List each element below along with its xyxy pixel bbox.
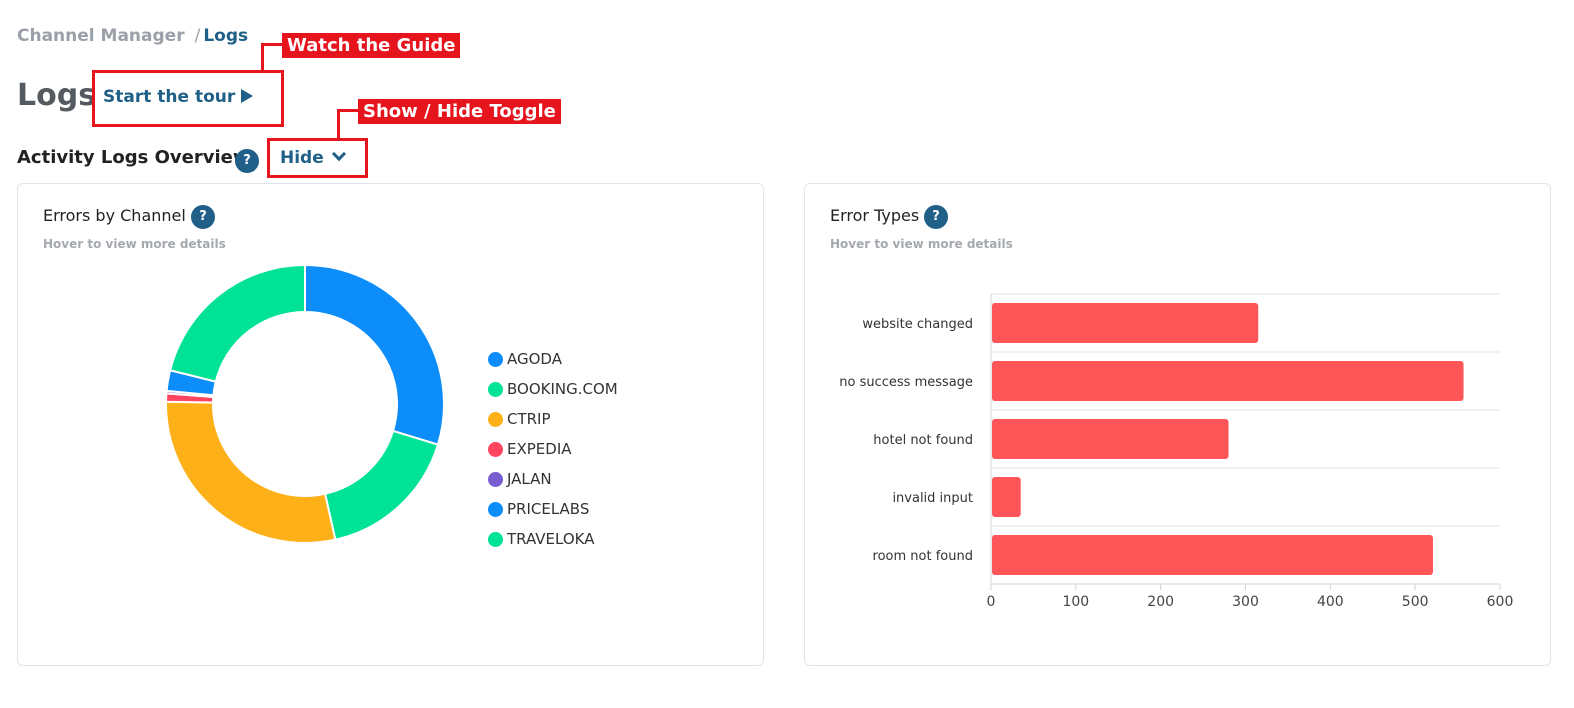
errors-by-channel-subtitle: Hover to view more details bbox=[43, 237, 226, 251]
donut-slice-agoda[interactable] bbox=[304, 263, 445, 446]
breadcrumb: Channel Manager / Logs bbox=[17, 26, 248, 46]
guide-callout-line bbox=[261, 43, 264, 71]
hide-toggle-label: Hide bbox=[280, 148, 324, 168]
errors-by-channel-donut[interactable] bbox=[158, 258, 458, 558]
legend-label: EXPEDIA bbox=[507, 440, 572, 458]
breadcrumb-separator: / bbox=[194, 26, 201, 46]
legend-label: JALAN bbox=[507, 470, 552, 488]
legend-marker bbox=[488, 351, 503, 367]
error-types-card: Error Types ? Hover to view more details… bbox=[804, 183, 1551, 666]
x-tick-label: 100 bbox=[1062, 594, 1089, 610]
play-icon bbox=[241, 89, 254, 103]
section-title: Activity Logs Overview bbox=[17, 147, 250, 168]
legend-marker bbox=[488, 411, 503, 427]
watch-guide-callout: Watch the Guide bbox=[282, 33, 461, 58]
legend-item-agoda[interactable]: AGODA bbox=[488, 344, 618, 374]
y-category-label: website changed bbox=[862, 317, 973, 332]
legend-marker bbox=[488, 531, 503, 547]
error-types-subtitle: Hover to view more details bbox=[830, 237, 1013, 251]
guide-highlight-box bbox=[92, 70, 284, 127]
toggle-highlight-box bbox=[267, 138, 368, 178]
legend-label: CTRIP bbox=[507, 410, 551, 428]
legend-item-pricelabs[interactable]: PRICELABS bbox=[488, 494, 618, 524]
hide-toggle-button[interactable]: Hide bbox=[280, 146, 346, 168]
legend-label: AGODA bbox=[507, 350, 562, 368]
donut-slice-ctrip[interactable] bbox=[165, 400, 337, 544]
chevron-down-icon bbox=[331, 146, 346, 162]
breadcrumb-channel-manager[interactable]: Channel Manager bbox=[17, 26, 185, 46]
error-types-help-icon[interactable]: ? bbox=[924, 205, 948, 229]
toggle-callout-line bbox=[337, 109, 340, 139]
donut-legend: AGODA BOOKING.COM CTRIP EXPEDIA JALAN PRICELA… bbox=[488, 344, 618, 554]
bar-hotel-not-found[interactable] bbox=[992, 419, 1229, 459]
guide-callout-line-h bbox=[261, 43, 283, 46]
error-types-title: Error Types bbox=[830, 206, 920, 225]
legend-item-booking-com[interactable]: BOOKING.COM bbox=[488, 374, 618, 404]
error-types-bar-chart[interactable]: 0 100 200 300 400 500 600 website changed no suc… bbox=[825, 264, 1535, 624]
x-tick-label: 200 bbox=[1147, 594, 1174, 610]
x-tick-label: 300 bbox=[1232, 594, 1259, 610]
donut-slice-booking-com[interactable] bbox=[323, 429, 440, 541]
legend-marker bbox=[488, 501, 503, 517]
y-category-label: invalid input bbox=[892, 491, 973, 506]
toggle-callout-line-h bbox=[337, 109, 359, 112]
page-title: Logs bbox=[17, 78, 97, 113]
x-tick-label: 500 bbox=[1402, 594, 1429, 610]
legend-label: TRAVELOKA bbox=[507, 530, 595, 548]
legend-label: BOOKING.COM bbox=[507, 380, 618, 398]
bar-room-not-found[interactable] bbox=[992, 535, 1433, 575]
legend-marker bbox=[488, 441, 503, 457]
errors-by-channel-card: Errors by Channel ? Hover to view more d… bbox=[17, 183, 764, 666]
start-tour-button[interactable]: Start the tour bbox=[103, 87, 254, 107]
legend-item-jalan[interactable]: JALAN bbox=[488, 464, 618, 494]
donut-slice-traveloka[interactable] bbox=[168, 263, 306, 383]
legend-item-traveloka[interactable]: TRAVELOKA bbox=[488, 524, 618, 554]
x-tick-label: 0 bbox=[987, 594, 996, 610]
x-tick-label: 400 bbox=[1317, 594, 1344, 610]
section-help-icon[interactable]: ? bbox=[235, 149, 259, 173]
legend-marker bbox=[488, 381, 503, 397]
legend-label: PRICELABS bbox=[507, 500, 590, 518]
x-tick-label: 600 bbox=[1487, 594, 1514, 610]
bar-no-success-message[interactable] bbox=[992, 361, 1464, 401]
legend-item-ctrip[interactable]: CTRIP bbox=[488, 404, 618, 434]
start-tour-label: Start the tour bbox=[103, 87, 236, 107]
y-category-label: no success message bbox=[839, 375, 973, 390]
y-category-label: hotel not found bbox=[873, 433, 973, 448]
show-hide-callout: Show / Hide Toggle bbox=[358, 99, 561, 124]
bar-website-changed[interactable] bbox=[992, 303, 1259, 343]
legend-item-expedia[interactable]: EXPEDIA bbox=[488, 434, 618, 464]
errors-by-channel-title: Errors by Channel bbox=[43, 206, 186, 225]
y-category-label: room not found bbox=[873, 549, 973, 564]
legend-marker bbox=[488, 471, 503, 487]
errors-by-channel-help-icon[interactable]: ? bbox=[191, 205, 215, 229]
bar-invalid-input[interactable] bbox=[992, 477, 1021, 517]
breadcrumb-logs: Logs bbox=[203, 26, 249, 46]
